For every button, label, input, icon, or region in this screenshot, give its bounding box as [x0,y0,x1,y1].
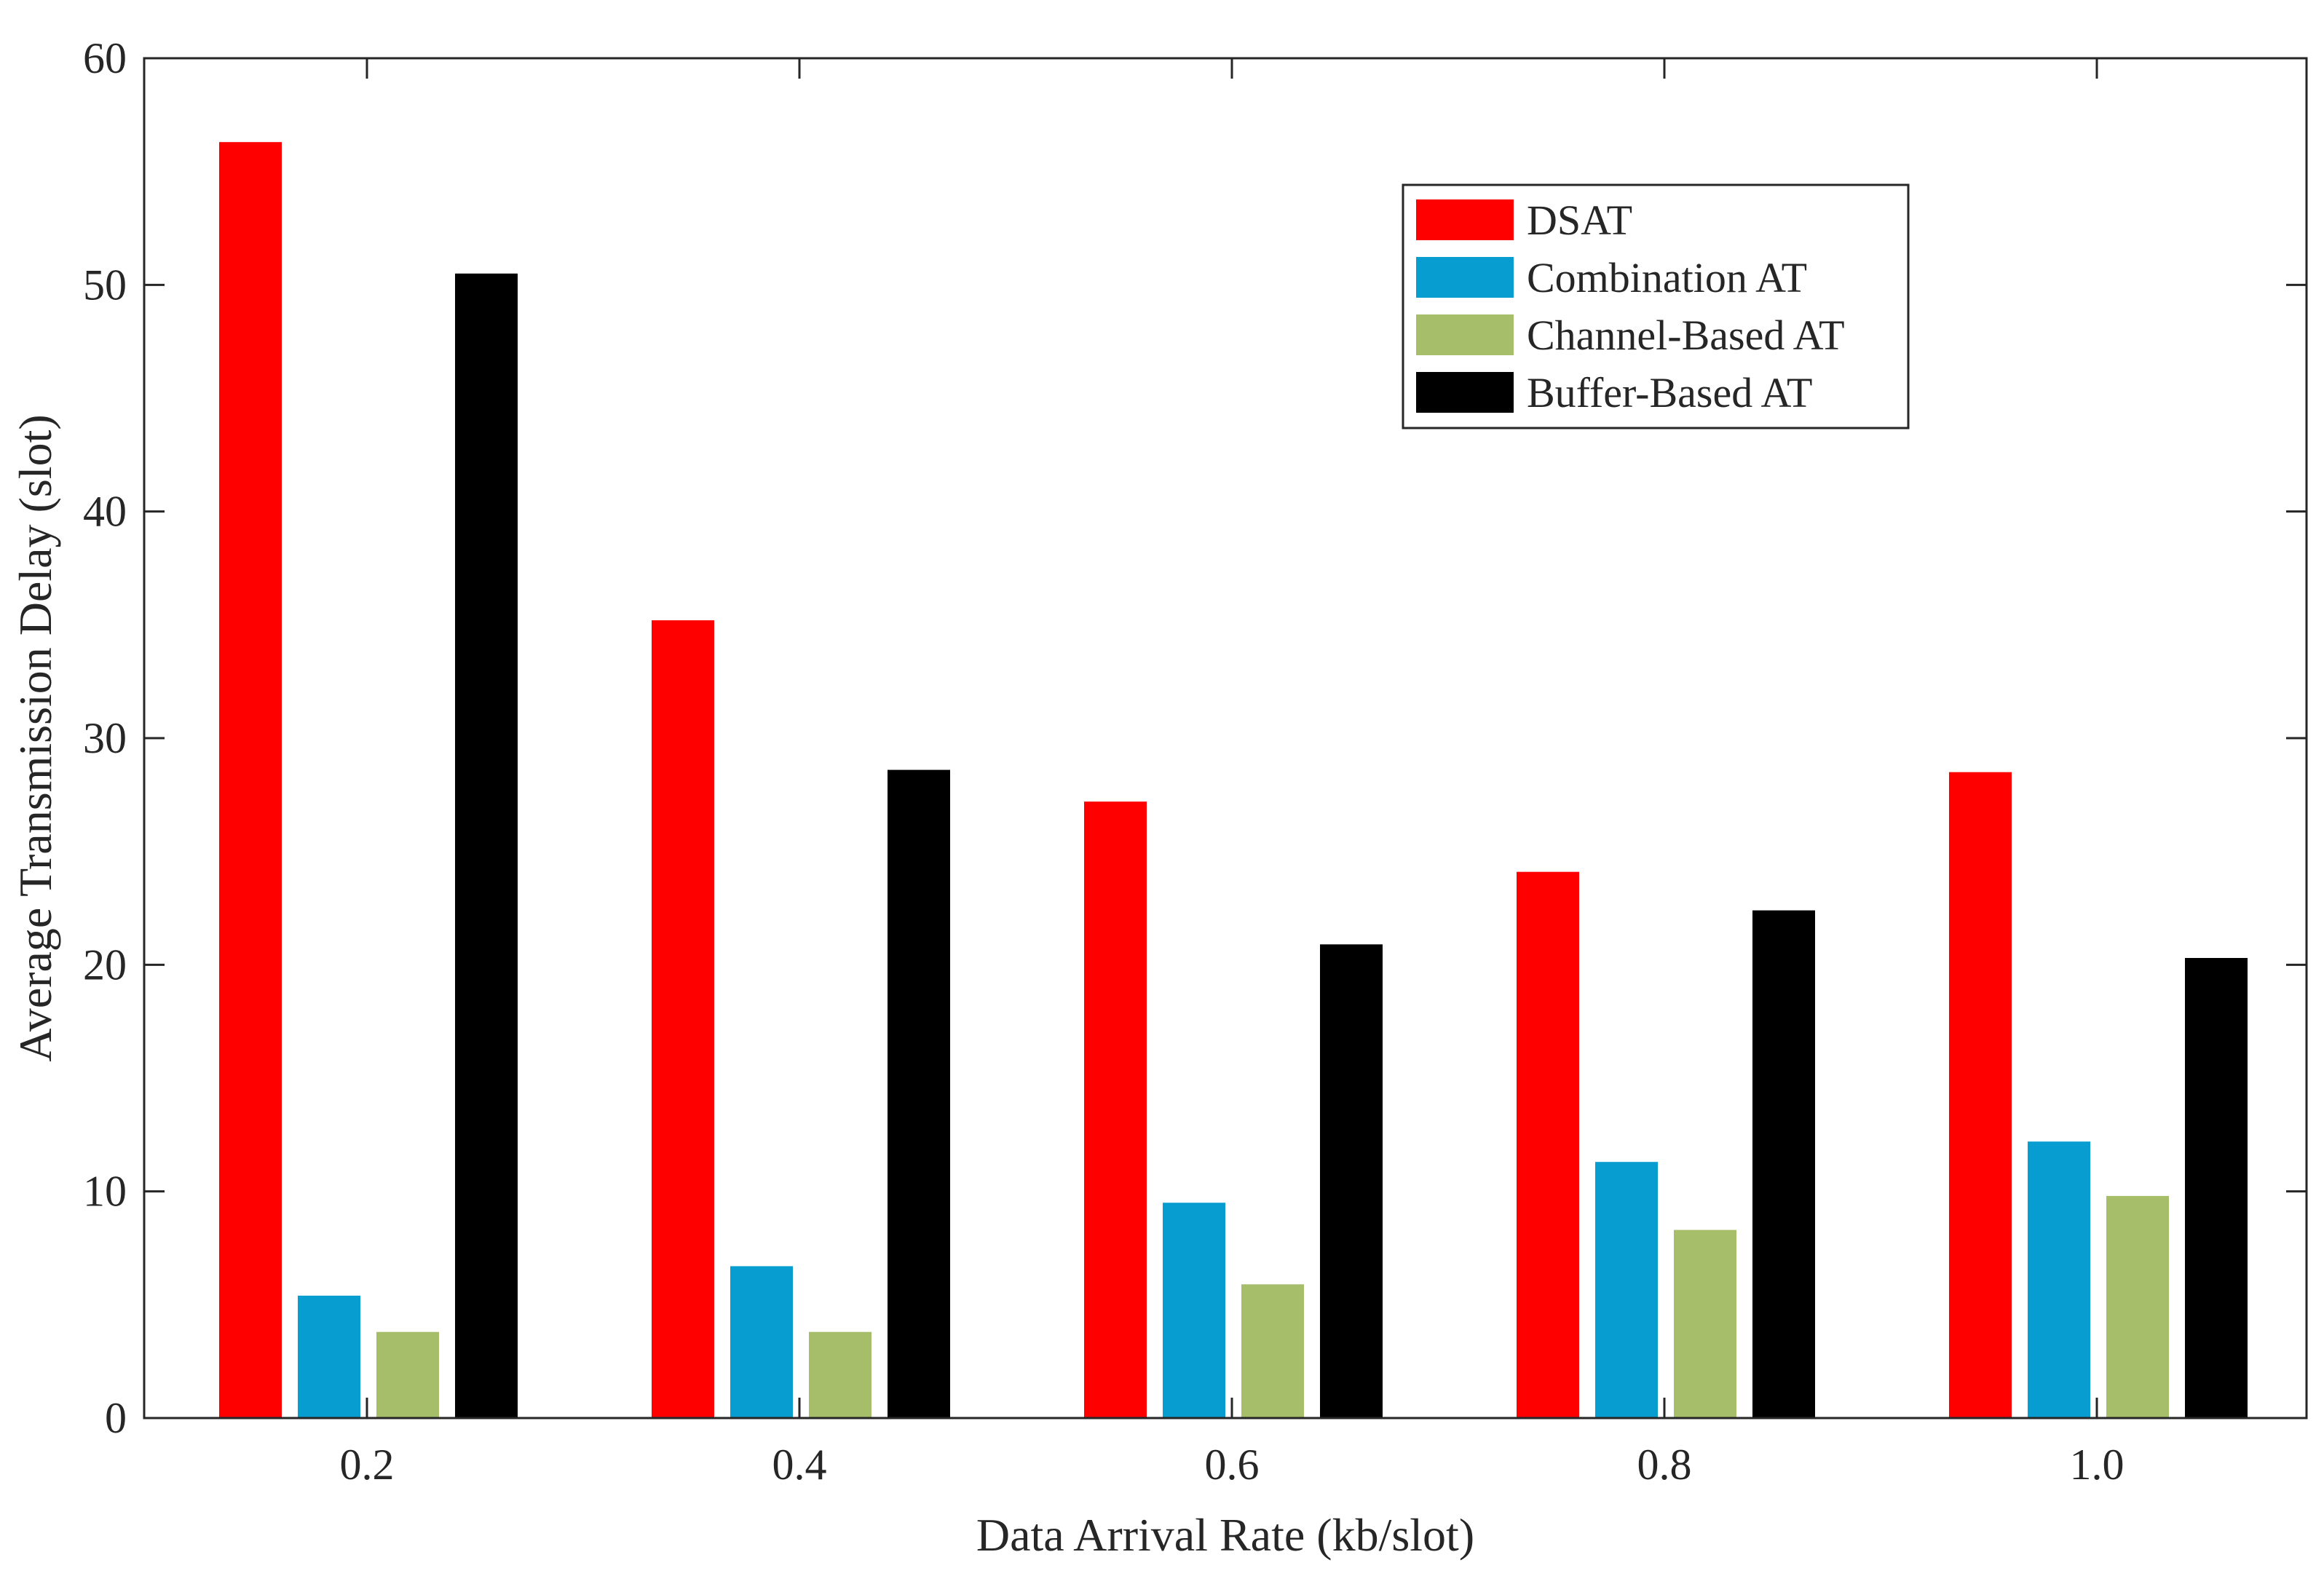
bar-channel-based-at-0.6 [1241,1284,1304,1418]
bar-dsat-0.6 [1084,801,1147,1418]
y-tick-label: 20 [83,941,127,989]
bar-buffer-based-at-0.2 [455,273,518,1419]
y-tick-label: 40 [83,488,127,536]
bar-dsat-0.4 [652,620,714,1418]
bar-channel-based-at-0.4 [809,1331,872,1418]
axes-layer: 0 10 20 30 40 50 60 0.2 0.4 0.6 0.8 1.0 [83,34,2308,1489]
y-tick-label: 30 [83,714,127,762]
bar-dsat-0.2 [219,142,282,1418]
bar-buffer-based-at-0.6 [1320,944,1383,1418]
y-tick-label: 10 [83,1168,127,1216]
legend-label-channel-based-at: Channel-Based AT [1527,312,1845,359]
legend-swatch-dsat [1416,199,1514,240]
x-tick-label: 0.2 [340,1441,395,1489]
bars-layer [219,142,2248,1419]
bar-combination-at-0.4 [730,1266,793,1418]
x-tick-label: 0.4 [772,1441,827,1489]
y-tick-label: 50 [83,261,127,309]
bar-buffer-based-at-0.4 [888,769,950,1418]
bar-dsat-0.8 [1517,871,1579,1418]
legend-swatch-buffer-based-at [1416,372,1514,413]
legend-swatch-combination-at [1416,257,1514,298]
y-axis-title: Average Transmission Delay (slot) [9,414,61,1061]
bar-buffer-based-at-0.8 [1752,910,1815,1418]
bar-dsat-1.0 [1949,772,2012,1418]
bar-channel-based-at-0.8 [1674,1229,1736,1418]
bar-buffer-based-at-1.0 [2185,957,2248,1418]
y-tick-label: 0 [105,1394,127,1442]
x-axis-title: Data Arrival Rate (kb/slot) [976,1509,1474,1561]
legend-label-buffer-based-at: Buffer-Based AT [1527,369,1812,416]
bar-combination-at-0.6 [1163,1203,1225,1418]
x-tick-label: 1.0 [2070,1441,2125,1489]
bar-channel-based-at-1.0 [2106,1195,2169,1418]
bar-combination-at-0.2 [298,1295,360,1418]
legend-swatch-channel-based-at [1416,314,1514,355]
legend: DSAT Combination AT Channel-Based AT Buffer… [1402,183,1910,429]
bar-channel-based-at-0.2 [376,1331,439,1418]
bar-combination-at-0.8 [1595,1162,1658,1418]
legend-label-combination-at: Combination AT [1527,254,1807,301]
bar-combination-at-1.0 [2028,1141,2090,1418]
x-tick-label: 0.6 [1205,1441,1260,1489]
x-tick-label: 0.8 [1637,1441,1692,1489]
y-tick-label: 60 [83,34,127,82]
legend-label-dsat: DSAT [1527,197,1632,244]
